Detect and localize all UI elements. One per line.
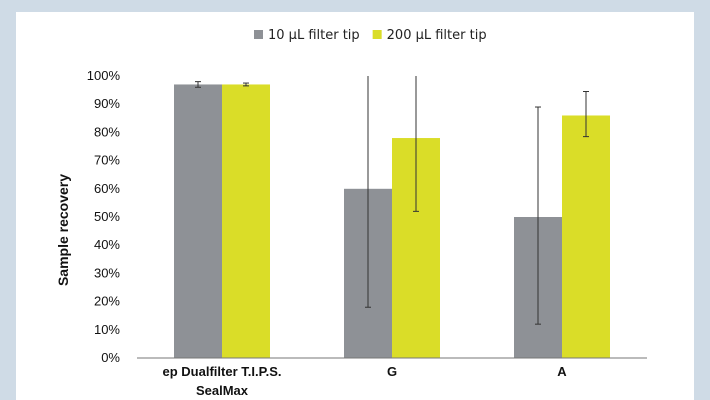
legend: 10 µL filter tip 200 µL filter tip (254, 28, 487, 43)
chart-panel: 10 µL filter tip 200 µL filter tip Sample… (16, 12, 694, 400)
y-tick-label: 60% (94, 181, 120, 196)
y-tick-label: 30% (94, 265, 120, 280)
legend-swatch (372, 30, 382, 39)
category-label: ep Dualfilter T.I.P.S. (163, 364, 282, 379)
bar (222, 84, 270, 359)
category-label: SealMax (196, 383, 249, 398)
y-axis-ticks: 0% 10% 20% 30% 40% 50% 60% 70% 80% 90% 100% (87, 68, 121, 365)
legend-label: 200 µL filter tip (387, 28, 487, 43)
error-bars (195, 76, 589, 325)
y-tick-label: 0% (101, 350, 120, 365)
y-tick-label: 10% (94, 322, 120, 337)
bars (174, 84, 610, 359)
y-tick-label: 100% (87, 68, 121, 83)
bar-chart: 10 µL filter tip 200 µL filter tip Sample… (55, 28, 647, 398)
y-tick-label: 20% (94, 294, 120, 309)
y-tick-label: 70% (94, 153, 120, 168)
y-tick-label: 40% (94, 237, 120, 252)
y-tick-label: 50% (94, 209, 120, 224)
bar (174, 84, 222, 359)
y-axis-label: Sample recovery (55, 174, 71, 286)
legend-swatch (254, 30, 263, 39)
bar (562, 115, 610, 358)
x-axis-categories: ep Dualfilter T.I.P.S. SealMax G A (163, 364, 568, 398)
y-tick-label: 80% (94, 124, 120, 139)
y-tick-label: 90% (94, 96, 120, 111)
category-label: A (557, 364, 567, 379)
legend-label: 10 µL filter tip (268, 28, 360, 43)
category-label: G (387, 364, 397, 379)
